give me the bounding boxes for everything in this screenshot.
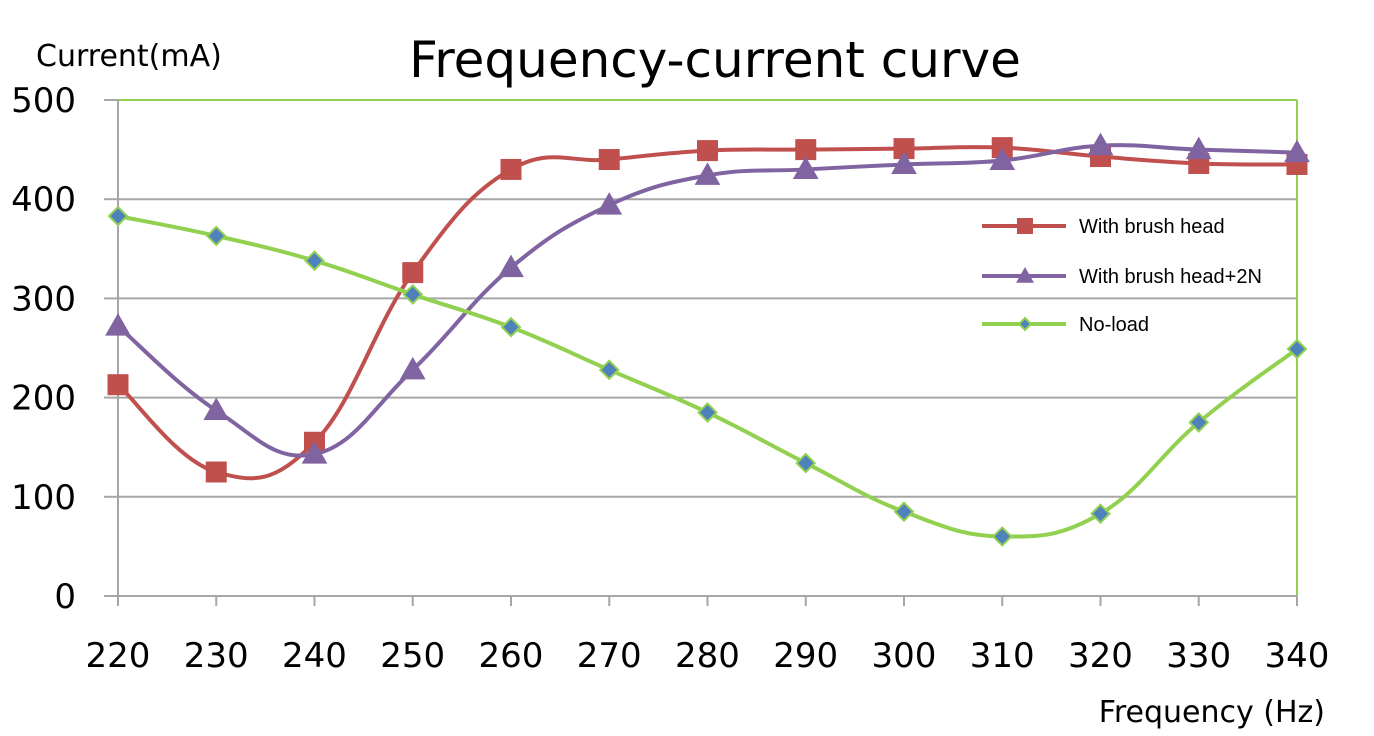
y-tick-labels: 0 100 200 300 400 500 bbox=[11, 81, 76, 617]
data-point-with-brush-head-280 bbox=[697, 140, 718, 162]
data-point-no-load-290 bbox=[795, 452, 817, 474]
legend-item-with-brush-head-2n: With brush head+2N bbox=[982, 266, 1262, 288]
data-point-no-load-280 bbox=[697, 402, 718, 423]
legend-label-with-brush-head: With brush head bbox=[1079, 216, 1225, 238]
data-point-with-brush-head-2n-280 bbox=[694, 162, 721, 185]
series-no-load bbox=[107, 205, 1308, 547]
x-axis-label: Frequency (Hz) bbox=[1099, 695, 1325, 730]
data-point-no-load-330 bbox=[1188, 411, 1210, 433]
y-tick-label-100: 100 bbox=[11, 478, 76, 518]
data-point-with-brush-head-2n-340 bbox=[1284, 139, 1310, 163]
x-tick-label-300: 300 bbox=[872, 636, 937, 676]
x-tick-label-330: 330 bbox=[1166, 636, 1231, 676]
legend-item-no-load: No-load bbox=[982, 314, 1149, 336]
data-point-with-brush-head-2n-310 bbox=[989, 147, 1016, 171]
data-point-with-brush-head-2n-230 bbox=[203, 397, 230, 420]
data-point-no-load-310 bbox=[991, 526, 1013, 547]
legend-marker-no-load bbox=[1017, 316, 1033, 332]
legend-item-with-brush-head: With brush head bbox=[982, 216, 1225, 238]
data-point-with-brush-head-250 bbox=[402, 262, 424, 284]
data-point-with-brush-head-2n-270 bbox=[596, 192, 623, 215]
legend-marker-with-brush-head-2n bbox=[1016, 267, 1034, 283]
series-with-brush-head bbox=[107, 137, 1308, 483]
data-point-no-load-220 bbox=[107, 205, 129, 227]
data-point-with-brush-head-2n-240 bbox=[301, 441, 328, 464]
y-tick-label-400: 400 bbox=[11, 180, 76, 220]
x-tick-label-310: 310 bbox=[970, 636, 1035, 676]
x-tick-label-220: 220 bbox=[86, 636, 151, 676]
chart-title: Frequency-current curve bbox=[409, 31, 1021, 89]
data-point-with-brush-head-2n-250 bbox=[399, 356, 426, 380]
data-point-with-brush-head-2n-290 bbox=[792, 156, 819, 179]
legend-marker-with-brush-head bbox=[1017, 218, 1033, 234]
data-point-with-brush-head-2n-220 bbox=[105, 313, 131, 336]
x-tick-label-280: 280 bbox=[675, 636, 740, 676]
data-point-with-brush-head-220 bbox=[107, 374, 129, 396]
y-tick-label-500: 500 bbox=[11, 81, 76, 121]
data-point-no-load-240 bbox=[304, 250, 325, 272]
x-tick-label-260: 260 bbox=[479, 636, 544, 676]
data-point-with-brush-head-2n-300 bbox=[891, 151, 917, 174]
series-with-brush-head-2n bbox=[105, 132, 1310, 464]
y-axis-label: Current(mA) bbox=[36, 39, 222, 74]
x-tick-label-340: 340 bbox=[1265, 636, 1330, 676]
data-point-with-brush-head-2n-260 bbox=[498, 254, 524, 278]
x-tick-label-270: 270 bbox=[577, 636, 642, 676]
series-line-with-brush-head bbox=[116, 145, 1298, 481]
data-point-with-brush-head-2n-330 bbox=[1185, 136, 1212, 160]
legend: With brush head With brush head+2N No-load bbox=[982, 216, 1262, 336]
legend-label-with-brush-head-2n: With brush head+2N bbox=[1079, 266, 1262, 288]
series-line-no-load bbox=[117, 214, 1299, 539]
x-tick-label-240: 240 bbox=[282, 636, 347, 676]
x-tick-label-250: 250 bbox=[380, 636, 445, 676]
x-tick-label-320: 320 bbox=[1068, 636, 1133, 676]
data-point-with-brush-head-270 bbox=[598, 149, 620, 171]
data-point-no-load-300 bbox=[893, 501, 915, 523]
series-lines bbox=[105, 132, 1310, 547]
data-point-with-brush-head-230 bbox=[205, 461, 227, 483]
data-point-with-brush-head-260 bbox=[500, 158, 522, 180]
data-point-no-load-340 bbox=[1286, 338, 1308, 360]
y-tick-label-0: 0 bbox=[54, 577, 76, 617]
data-point-no-load-230 bbox=[205, 225, 227, 247]
legend-label-no-load: No-load bbox=[1079, 314, 1149, 336]
y-tick-label-300: 300 bbox=[11, 279, 76, 319]
x-tick-label-230: 230 bbox=[184, 636, 249, 676]
y-tick-label-200: 200 bbox=[11, 379, 76, 419]
x-tick-label-290: 290 bbox=[773, 636, 838, 676]
x-tick-labels: 220 230 240 250 260 270 280 290 300 310 320 330 340 bbox=[86, 636, 1330, 676]
data-point-with-brush-head-2n-320 bbox=[1087, 132, 1114, 156]
data-point-no-load-250 bbox=[402, 284, 424, 305]
data-point-no-load-320 bbox=[1090, 503, 1111, 525]
data-point-no-load-260 bbox=[500, 316, 522, 338]
data-point-no-load-270 bbox=[598, 359, 620, 381]
